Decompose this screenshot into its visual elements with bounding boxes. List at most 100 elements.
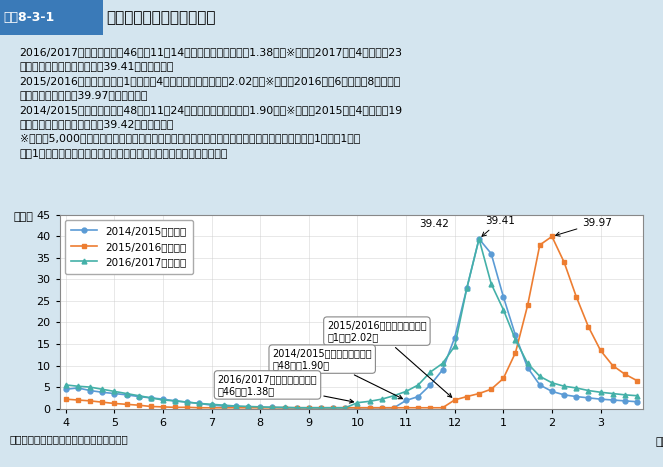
Bar bbox=[0, 0, 103, 35]
2015/2016シーズン bbox=[512, 350, 520, 355]
Line: 2015/2016シーズン: 2015/2016シーズン bbox=[64, 234, 639, 410]
2016/2017シーズン bbox=[548, 380, 556, 386]
Line: 2014/2015シーズン: 2014/2015シーズン bbox=[64, 236, 639, 410]
2016/2017シーズン bbox=[451, 343, 459, 349]
2015/2016シーズン bbox=[499, 375, 507, 381]
2014/2015シーズン bbox=[171, 398, 179, 403]
2014/2015シーズン bbox=[98, 389, 106, 395]
2015/2016シーズン bbox=[86, 398, 94, 403]
2015/2016シーズン bbox=[572, 294, 580, 299]
2014/2015シーズン bbox=[426, 382, 434, 388]
2015/2016シーズン bbox=[426, 405, 434, 410]
Text: 2016/2017シーズン流行入り
第46週（1.38）: 2016/2017シーズン流行入り 第46週（1.38） bbox=[217, 374, 353, 403]
2014/2015シーズン bbox=[269, 404, 276, 410]
2015/2016シーズン bbox=[135, 403, 143, 408]
2015/2016シーズン bbox=[317, 405, 325, 410]
2016/2017シーズン bbox=[280, 404, 288, 410]
2015/2016シーズン bbox=[123, 402, 131, 407]
2014/2015シーズン bbox=[62, 386, 70, 392]
2014/2015シーズン bbox=[220, 403, 228, 409]
2014/2015シーズン bbox=[305, 405, 313, 410]
2015/2016シーズン bbox=[475, 391, 483, 396]
2016/2017シーズン bbox=[439, 361, 447, 366]
2016/2017シーズン bbox=[475, 236, 483, 242]
2015/2016シーズン bbox=[257, 405, 265, 410]
2016/2017シーズン bbox=[572, 385, 580, 391]
2014/2015シーズン bbox=[244, 404, 252, 410]
2014/2015シーズン bbox=[475, 236, 483, 241]
2014/2015シーズン bbox=[366, 405, 374, 410]
2015/2016シーズン bbox=[98, 399, 106, 405]
2015/2016シーズン bbox=[439, 405, 447, 410]
2014/2015シーズン bbox=[560, 392, 568, 397]
2016/2017シーズン bbox=[341, 405, 349, 410]
2015/2016シーズン bbox=[305, 405, 313, 410]
Text: インフルエンザの流行状況: インフルエンザの流行状況 bbox=[106, 10, 215, 25]
2014/2015シーズン bbox=[451, 335, 459, 340]
2016/2017シーズン bbox=[426, 369, 434, 375]
2016/2017シーズン bbox=[414, 382, 422, 388]
2016/2017シーズン bbox=[560, 383, 568, 389]
2016/2017シーズン bbox=[196, 401, 204, 406]
2014/2015シーズン bbox=[159, 396, 167, 402]
2014/2015シーズン bbox=[317, 405, 325, 410]
2014/2015シーズン bbox=[123, 392, 131, 397]
2016/2017シーズン bbox=[378, 396, 386, 402]
Text: 39.97: 39.97 bbox=[556, 218, 612, 236]
2015/2016シーズン bbox=[232, 405, 240, 410]
2016/2017シーズン bbox=[609, 391, 617, 396]
2015/2016シーズン bbox=[196, 405, 204, 410]
2016/2017シーズン bbox=[74, 383, 82, 389]
2016/2017シーズン bbox=[597, 389, 605, 395]
2015/2016シーズン bbox=[171, 404, 179, 410]
Text: 39.41: 39.41 bbox=[482, 216, 515, 236]
2016/2017シーズン bbox=[463, 285, 471, 291]
Text: 2014/2015シーズン流行入り
第48週（1.90）: 2014/2015シーズン流行入り 第48週（1.90） bbox=[272, 348, 402, 399]
Text: （人）: （人） bbox=[13, 212, 33, 222]
2016/2017シーズン bbox=[159, 397, 167, 403]
2015/2016シーズン bbox=[159, 404, 167, 410]
2015/2016シーズン bbox=[147, 403, 155, 409]
2015/2016シーズン bbox=[293, 405, 301, 410]
2016/2017シーズン bbox=[257, 404, 265, 410]
2015/2016シーズン bbox=[621, 371, 629, 377]
2014/2015シーズン bbox=[196, 401, 204, 406]
2014/2015シーズン bbox=[353, 405, 361, 410]
2015/2016シーズン bbox=[402, 405, 410, 410]
2014/2015シーズン bbox=[463, 285, 471, 291]
2014/2015シーズン bbox=[633, 399, 641, 404]
2015/2016シーズン bbox=[487, 386, 495, 392]
2016/2017シーズン bbox=[366, 398, 374, 404]
2016/2017シーズン bbox=[487, 281, 495, 287]
2014/2015シーズン bbox=[524, 365, 532, 370]
2016/2017シーズン bbox=[171, 398, 179, 403]
2015/2016シーズン bbox=[414, 405, 422, 410]
2016/2017シーズン bbox=[183, 399, 192, 405]
2016/2017シーズン bbox=[244, 403, 252, 409]
2015/2016シーズン bbox=[280, 405, 288, 410]
2015/2016シーズン bbox=[220, 405, 228, 410]
Text: 資料：厚生労働省「感染症発生動向調査」: 資料：厚生労働省「感染症発生動向調査」 bbox=[10, 434, 129, 444]
2016/2017シーズン bbox=[524, 361, 532, 366]
2015/2016シーズン bbox=[390, 405, 398, 410]
2016/2017シーズン bbox=[220, 403, 228, 408]
2014/2015シーズン bbox=[86, 388, 94, 393]
2015/2016シーズン bbox=[378, 405, 386, 410]
2016/2017シーズン bbox=[499, 307, 507, 312]
2015/2016シーズン bbox=[62, 396, 70, 402]
2015/2016シーズン bbox=[585, 324, 593, 330]
2014/2015シーズン bbox=[487, 251, 495, 256]
Text: 2015/2016シーズン流行入り
第1週（2.02）: 2015/2016シーズン流行入り 第1週（2.02） bbox=[327, 320, 452, 397]
2014/2015シーズン bbox=[74, 385, 82, 391]
2016/2017シーズン bbox=[317, 405, 325, 410]
2014/2015シーズン bbox=[280, 405, 288, 410]
Text: 図表8-3-1: 図表8-3-1 bbox=[3, 11, 54, 24]
2016/2017シーズン bbox=[402, 389, 410, 394]
2015/2016シーズン bbox=[341, 405, 349, 410]
2016/2017シーズン bbox=[86, 384, 94, 390]
2015/2016シーズン bbox=[110, 401, 119, 406]
2015/2016シーズン bbox=[244, 405, 252, 410]
2015/2016シーズン bbox=[330, 405, 337, 410]
2015/2016シーズン bbox=[183, 404, 192, 410]
2014/2015シーズン bbox=[536, 382, 544, 388]
